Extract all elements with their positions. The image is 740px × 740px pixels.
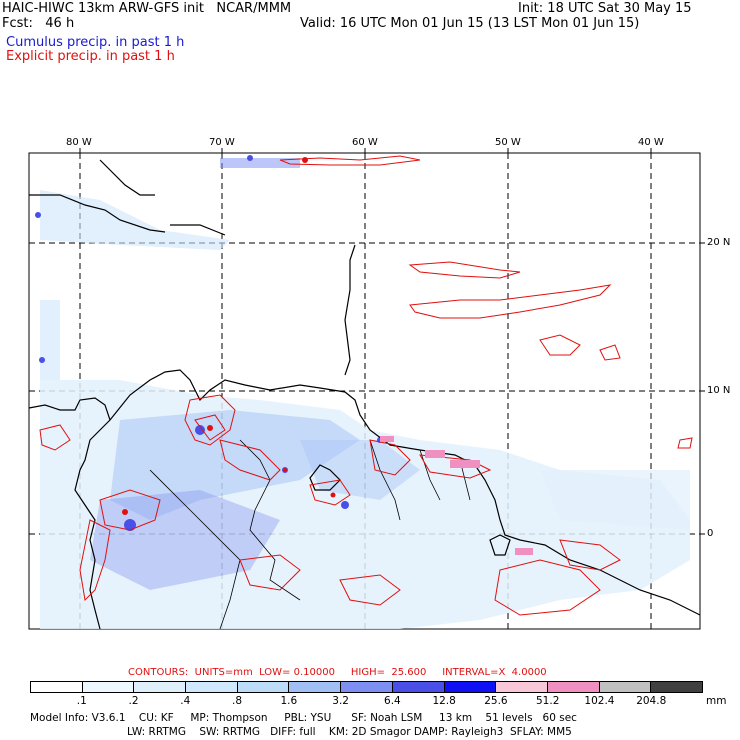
colorbar-tick-label: 6.4	[384, 695, 401, 707]
lat-label-10n: 10 N	[707, 385, 731, 396]
lat-label-0: 0	[707, 528, 714, 539]
colorbar-swatch	[599, 682, 652, 692]
colorbar-swatch	[547, 682, 600, 692]
forecast-hour: Fcst: 46 h	[2, 16, 75, 31]
colorbar-swatch	[237, 682, 290, 692]
init-time: Init: 18 UTC Sat 30 May 15	[518, 1, 692, 16]
colorbar-swatch	[392, 682, 445, 692]
lon-label-60w: 60 W	[352, 137, 378, 148]
valid-time: Valid: 16 UTC Mon 01 Jun 15 (13 LST Mon …	[300, 16, 640, 31]
lat-label-20n: 20 N	[707, 237, 731, 248]
colorbar-tick-label: .2	[128, 695, 139, 707]
colorbar-unit: mm	[706, 695, 727, 707]
colorbar-tick-label: 12.8	[432, 695, 456, 707]
explicit-precip-contours	[39, 155, 693, 616]
model-info-line1: Model Info: V3.6.1 CU: KF MP: Thompson P…	[30, 712, 577, 724]
precip-colorbar	[30, 681, 703, 693]
heavy-cumulus-cells	[35, 155, 383, 531]
colorbar-tick-label: .8	[232, 695, 243, 707]
colorbar-tick-label: 102.4	[584, 695, 615, 707]
colorbar-swatch	[82, 682, 135, 692]
lon-label-40w: 40 W	[638, 137, 664, 148]
colorbar-swatch	[341, 682, 393, 692]
colorbar-tick-label: 51.2	[535, 695, 560, 707]
colorbar-tick-label: .4	[180, 695, 191, 707]
colorbar-tick-label: 3.2	[332, 695, 349, 707]
lon-label-70w: 70 W	[209, 137, 235, 148]
colorbar-swatch	[651, 682, 702, 692]
colorbar-swatch	[134, 682, 187, 692]
contours-info: CONTOURS: UNITS=mm LOW= 0.10000 HIGH= 25…	[128, 667, 547, 678]
colorbar-tick-label: .1	[76, 695, 87, 707]
high-precip-patches	[380, 436, 533, 555]
colorbar-tick-label: 25.6	[484, 695, 508, 707]
colorbar-swatch	[31, 682, 83, 692]
legend-explicit: Explicit precip. in past 1 h	[6, 49, 175, 64]
colorbar-swatch	[289, 682, 342, 692]
map-title: HAIC-HIWC 13km ARW-GFS init NCAR/MMM	[2, 1, 292, 16]
lon-label-50w: 50 W	[495, 137, 521, 148]
colorbar-tick-label: 1.6	[280, 695, 298, 707]
colorbar-tick-label: 204.8	[636, 695, 667, 707]
lon-label-80w: 80 W	[66, 137, 92, 148]
colorbar-swatch	[186, 682, 238, 692]
explicit-precip-cores	[122, 157, 336, 515]
colorbar-swatch	[444, 682, 497, 692]
model-info-line2: LW: RRTMG SW: RRTMG DIFF: full KM: 2D Sm…	[127, 726, 572, 738]
coastlines	[28, 159, 701, 630]
legend-cumulus: Cumulus precip. in past 1 h	[6, 35, 185, 50]
colorbar-swatch	[496, 682, 548, 692]
